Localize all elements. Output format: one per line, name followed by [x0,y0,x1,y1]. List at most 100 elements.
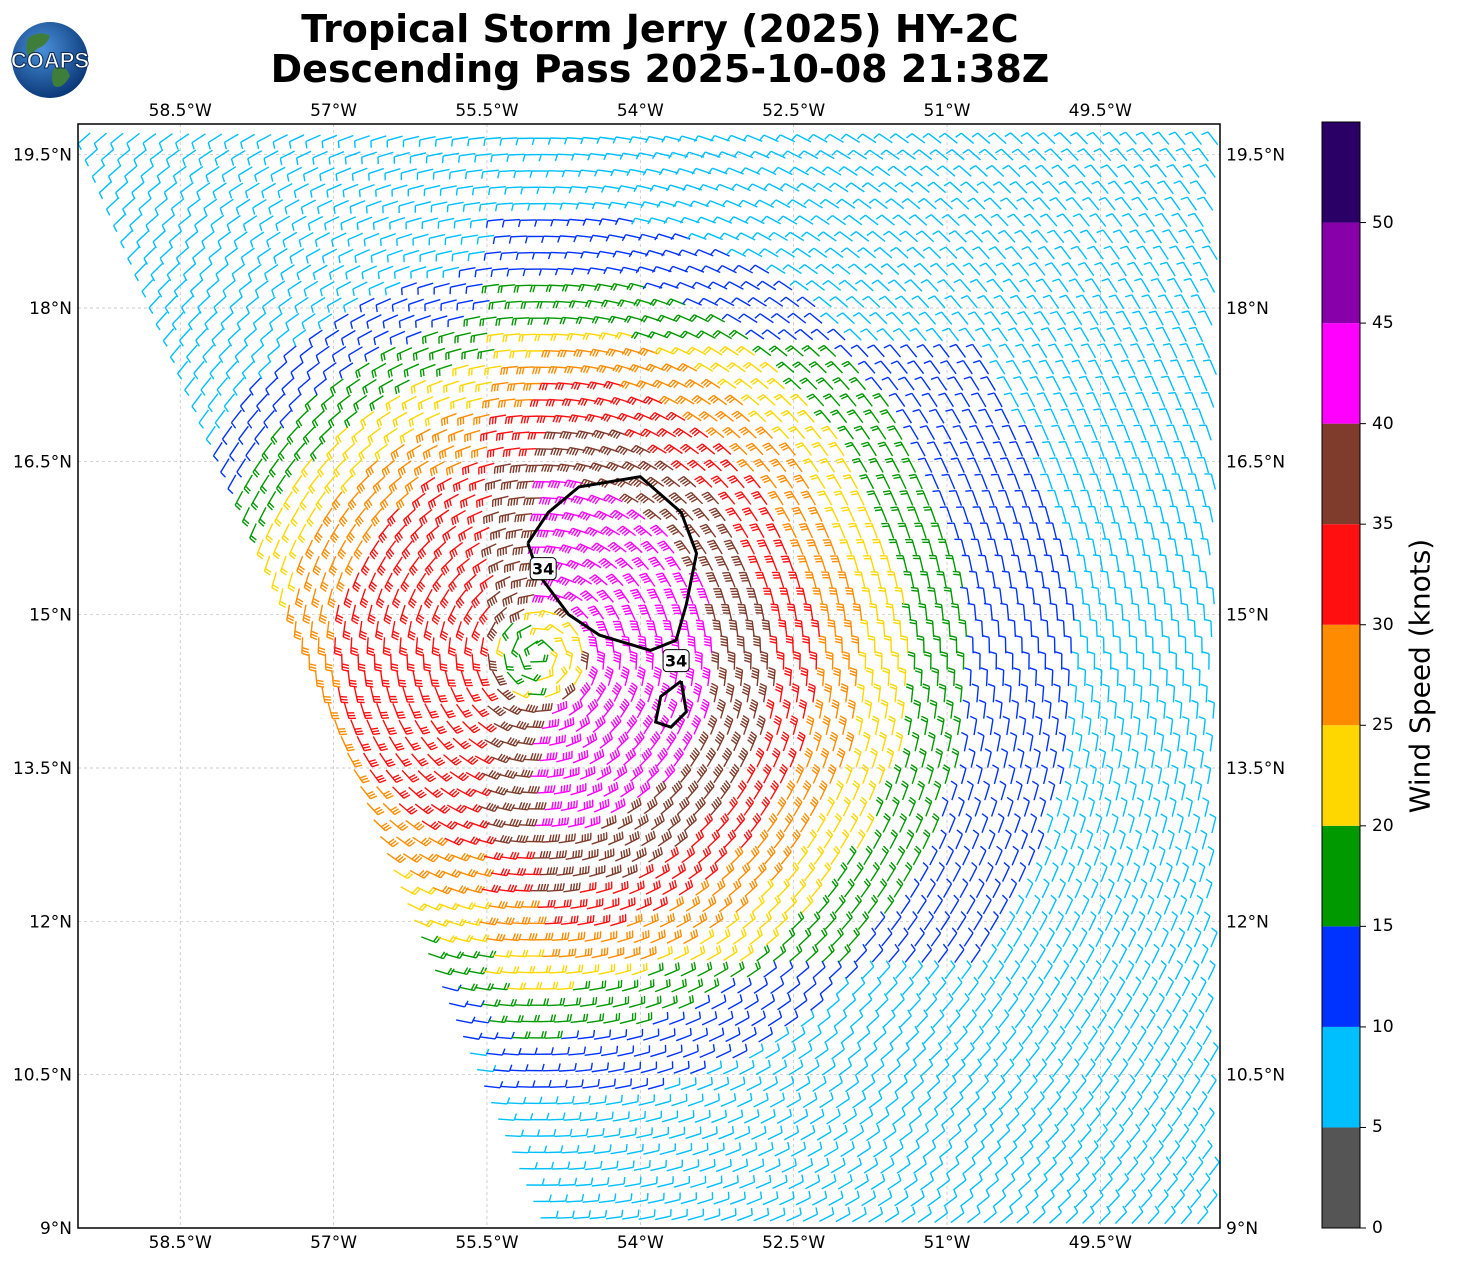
wind-barb [731,555,746,572]
wind-barb [1153,1025,1163,1046]
wind-barb [481,543,497,558]
wind-barb [478,605,490,625]
wind-barb [433,770,453,782]
wind-barb [1191,699,1199,719]
wind-barb [974,618,984,638]
wind-barb [1131,748,1139,768]
wind-barb [287,572,296,592]
wind-barb [1133,570,1143,588]
wind-barb [271,572,280,592]
wind-barb [883,635,893,654]
wind-barb [506,382,525,392]
wind-barb [826,214,847,226]
wind-barb [722,426,741,439]
wind-barb [661,476,681,488]
wind-barb [927,586,938,605]
wind-barb [802,635,811,654]
wind-barb [189,165,204,183]
wind-barb [1130,343,1145,359]
wind-barb [1190,1189,1202,1209]
wind-barb [733,812,746,832]
wind-barb [1012,1041,1024,1061]
wind-barb [1105,213,1123,227]
wind-barb [574,543,595,554]
wind-barb [563,767,580,779]
wind-barb [531,366,551,375]
wind-barb [1067,715,1076,736]
wind-barb [350,719,364,736]
wind-barb [730,845,744,865]
wind-barb [1150,277,1167,293]
wind-barb [453,218,471,229]
wind-barb [338,507,350,527]
wind-barb [612,880,629,894]
wind-barb [1106,764,1114,785]
wind-barb [896,699,905,719]
wind-barb [172,165,187,183]
wind-barb [1209,813,1217,834]
wind-barb [648,847,663,863]
wind-barb [795,1075,811,1092]
wind-barb [1076,960,1086,980]
wind-barb [367,427,382,445]
wind-barb [918,976,931,996]
wind-barb [665,411,686,422]
wind-barb [598,1078,616,1089]
wind-barb [556,1095,575,1105]
lat-tick-label-right: 12°N [1226,912,1269,932]
wind-barb [874,651,883,670]
wind-barb [772,1174,788,1190]
wind-barb [1174,1074,1185,1094]
wind-barb [312,555,322,576]
wind-barb [1105,473,1119,490]
wind-barb [556,463,577,473]
wind-barb [694,650,703,670]
wind-barb [193,360,205,380]
wind-barb [654,978,671,993]
wind-barb [739,944,754,962]
wind-barb [741,1142,758,1157]
wind-barb [445,461,462,476]
wind-barb [1184,391,1199,408]
wind-barb [482,397,500,409]
wind-barb [1051,424,1066,441]
wind-barb [1205,878,1213,899]
wind-barb [376,702,390,720]
wind-barb [1080,489,1093,507]
wind-barb [501,622,514,642]
wind-barb [450,396,467,410]
wind-barb [600,815,617,829]
wind-barb [272,134,288,149]
wind-barb [864,263,884,275]
wind-barb [252,458,263,478]
wind-barb [1202,505,1214,523]
wind-barb [171,311,184,331]
wind-barb [1058,440,1072,457]
wind-barb [1189,440,1203,457]
wind-barb [721,199,742,208]
wind-barb [529,627,549,636]
wind-barb [638,863,654,879]
wind-barb [724,829,737,848]
wind-barb [754,199,775,208]
wind-barb [678,879,694,896]
wind-barb [1206,1074,1217,1095]
wind-barb [598,1193,617,1204]
wind-barb [1091,1074,1103,1094]
wind-barb [712,443,732,455]
wind-barb [329,523,340,544]
wind-barb [497,398,516,408]
wind-barb [932,1009,945,1028]
wind-barb [798,699,808,719]
wind-barb [352,572,361,593]
wind-barb [481,283,500,294]
wind-barb [1147,602,1157,621]
wind-barb [742,134,763,143]
wind-barb [901,780,909,801]
wind-barb [432,573,444,593]
wind-barb [666,1159,683,1172]
wind-barb [295,410,309,429]
wind-barb [723,539,739,555]
wind-barb [1061,1041,1073,1062]
